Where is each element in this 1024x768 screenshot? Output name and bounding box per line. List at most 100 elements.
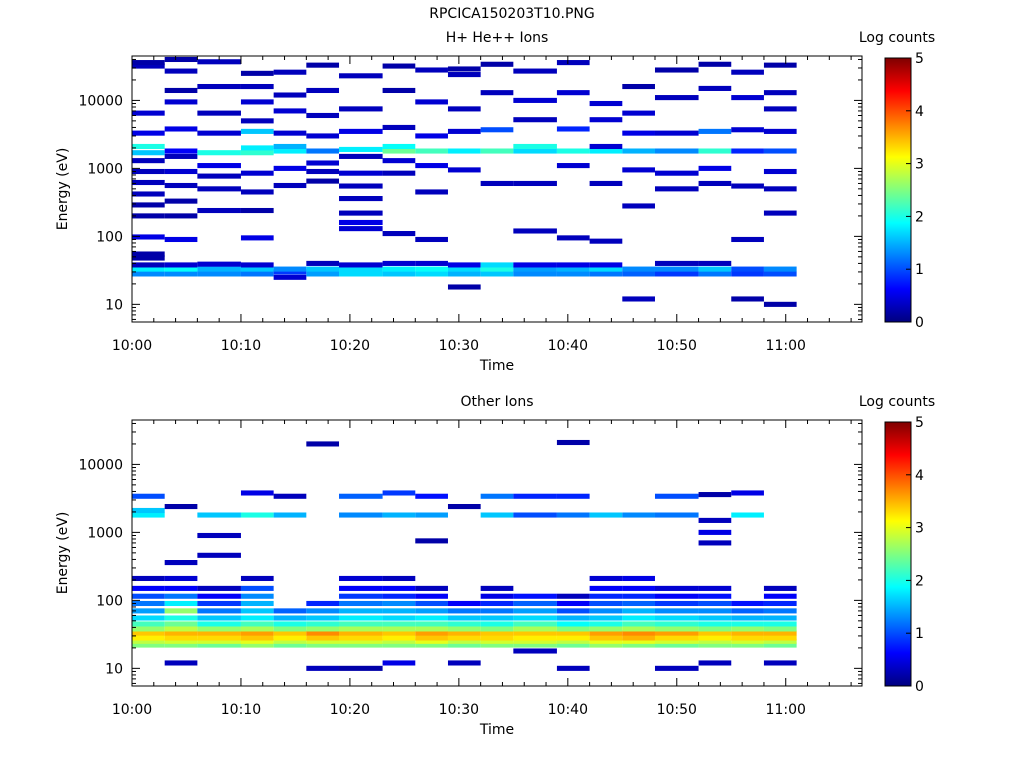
heatmap-cell xyxy=(240,128,274,134)
heatmap-cell xyxy=(339,219,383,226)
heatmap-cell xyxy=(197,593,241,599)
heatmap-cell xyxy=(415,600,448,607)
heatmap-cell xyxy=(480,635,514,641)
heatmap-cell xyxy=(415,133,448,139)
heatmap-cell xyxy=(447,271,481,277)
heatmap-cell xyxy=(382,63,416,69)
heatmap-cell xyxy=(132,202,165,208)
heatmap-cell xyxy=(622,271,655,277)
heatmap-cell xyxy=(339,600,383,607)
heatmap-cell xyxy=(164,626,198,632)
heatmap-cell xyxy=(164,271,198,277)
heatmap-cell xyxy=(513,262,557,268)
heatmap-cell xyxy=(339,146,383,152)
heatmap-cell xyxy=(164,608,198,614)
heatmap-cell xyxy=(698,540,732,546)
heatmap-cell xyxy=(415,635,448,641)
heatmap-cell xyxy=(763,626,797,632)
colorbar xyxy=(884,421,912,687)
heatmap-cell xyxy=(622,593,655,599)
heatmap-cell xyxy=(415,260,448,266)
heatmap-cell xyxy=(654,665,699,671)
heatmap-cell xyxy=(447,608,481,614)
heatmap-cell xyxy=(415,638,448,644)
heatmap-cell xyxy=(622,296,655,302)
heatmap-cell xyxy=(415,236,448,243)
heatmap-cell xyxy=(273,266,307,272)
heatmap-cell xyxy=(480,585,514,591)
heatmap-cell xyxy=(698,266,732,272)
heatmap-cell xyxy=(698,638,732,644)
heatmap-cell xyxy=(164,99,198,105)
heatmap-cell xyxy=(556,271,590,277)
heatmap-cell xyxy=(654,67,699,73)
heatmap-cell xyxy=(622,585,655,591)
heatmap-cells xyxy=(132,56,797,307)
heatmap-cell xyxy=(513,97,557,103)
heatmap-cell xyxy=(240,635,274,641)
heatmap-cell xyxy=(698,165,732,171)
heatmap-cell xyxy=(654,615,699,621)
heatmap-cell xyxy=(447,600,481,607)
heatmap-cell xyxy=(164,213,198,219)
heatmap-cell xyxy=(513,648,557,654)
heatmap-cell xyxy=(382,490,416,496)
heatmap-cell xyxy=(132,512,165,518)
colorbar-tick-label: 0 xyxy=(915,679,924,695)
heatmap-cell xyxy=(622,608,655,614)
heatmap-cell xyxy=(382,635,416,641)
heatmap-cell xyxy=(415,266,448,272)
heatmap-cell xyxy=(382,512,416,518)
heatmap-cell xyxy=(622,167,655,173)
heatmap-cell xyxy=(240,83,274,90)
colorbar-tick-label: 4 xyxy=(915,468,924,484)
heatmap-cell xyxy=(698,85,732,91)
heatmap-cell xyxy=(698,642,732,648)
heatmap-cell xyxy=(556,642,590,648)
heatmap-cell xyxy=(513,117,557,123)
heatmap-cell xyxy=(763,615,797,621)
heatmap-cell xyxy=(306,133,340,139)
heatmap-cell xyxy=(763,128,797,134)
y-tick-label: 100 xyxy=(96,593,123,609)
heatmap-cell xyxy=(763,621,797,627)
colorbar-tick-label: 2 xyxy=(915,209,924,225)
heatmap-cell xyxy=(731,642,764,648)
y-tick-label: 10 xyxy=(105,297,123,313)
heatmap-cell xyxy=(240,99,274,105)
heatmap-cell xyxy=(240,266,274,272)
heatmap-cell xyxy=(164,182,198,189)
heatmap-cell xyxy=(339,266,383,272)
heatmap-cell xyxy=(415,593,448,599)
heatmap-cell xyxy=(654,493,699,499)
heatmap-cell xyxy=(132,234,165,240)
heatmap-cell xyxy=(339,665,383,671)
heatmap-cell xyxy=(273,642,307,648)
heatmap-cell xyxy=(698,148,732,154)
heatmap-cell xyxy=(763,271,797,277)
heatmap-cell xyxy=(731,512,764,518)
heatmap-cell xyxy=(731,638,764,644)
y-axis-label: Energy (eV) xyxy=(55,512,71,595)
heatmap-cell xyxy=(415,493,448,499)
heatmap-cell xyxy=(339,642,383,648)
heatmap-cell xyxy=(698,585,732,591)
heatmap-cell xyxy=(197,207,241,214)
heatmap-cell xyxy=(306,665,340,671)
heatmap-cell xyxy=(622,130,655,136)
heatmap-cell xyxy=(763,642,797,648)
heatmap-cell xyxy=(513,621,557,627)
heatmap-cell xyxy=(132,615,165,621)
y-tick-label: 1000 xyxy=(87,525,123,541)
heatmap-cell xyxy=(240,630,274,636)
heatmap-cell xyxy=(197,552,241,558)
x-tick-label: 10:50 xyxy=(657,338,697,354)
heatmap-cell xyxy=(654,186,699,192)
heatmap-cell xyxy=(240,575,274,582)
heatmap-cell xyxy=(306,626,340,632)
y-tick-label: 1000 xyxy=(87,161,123,177)
heatmap-cell xyxy=(556,262,590,268)
x-tick-label: 11:00 xyxy=(766,702,806,718)
heatmap-cell xyxy=(273,148,307,154)
heatmap-cell xyxy=(415,99,448,105)
